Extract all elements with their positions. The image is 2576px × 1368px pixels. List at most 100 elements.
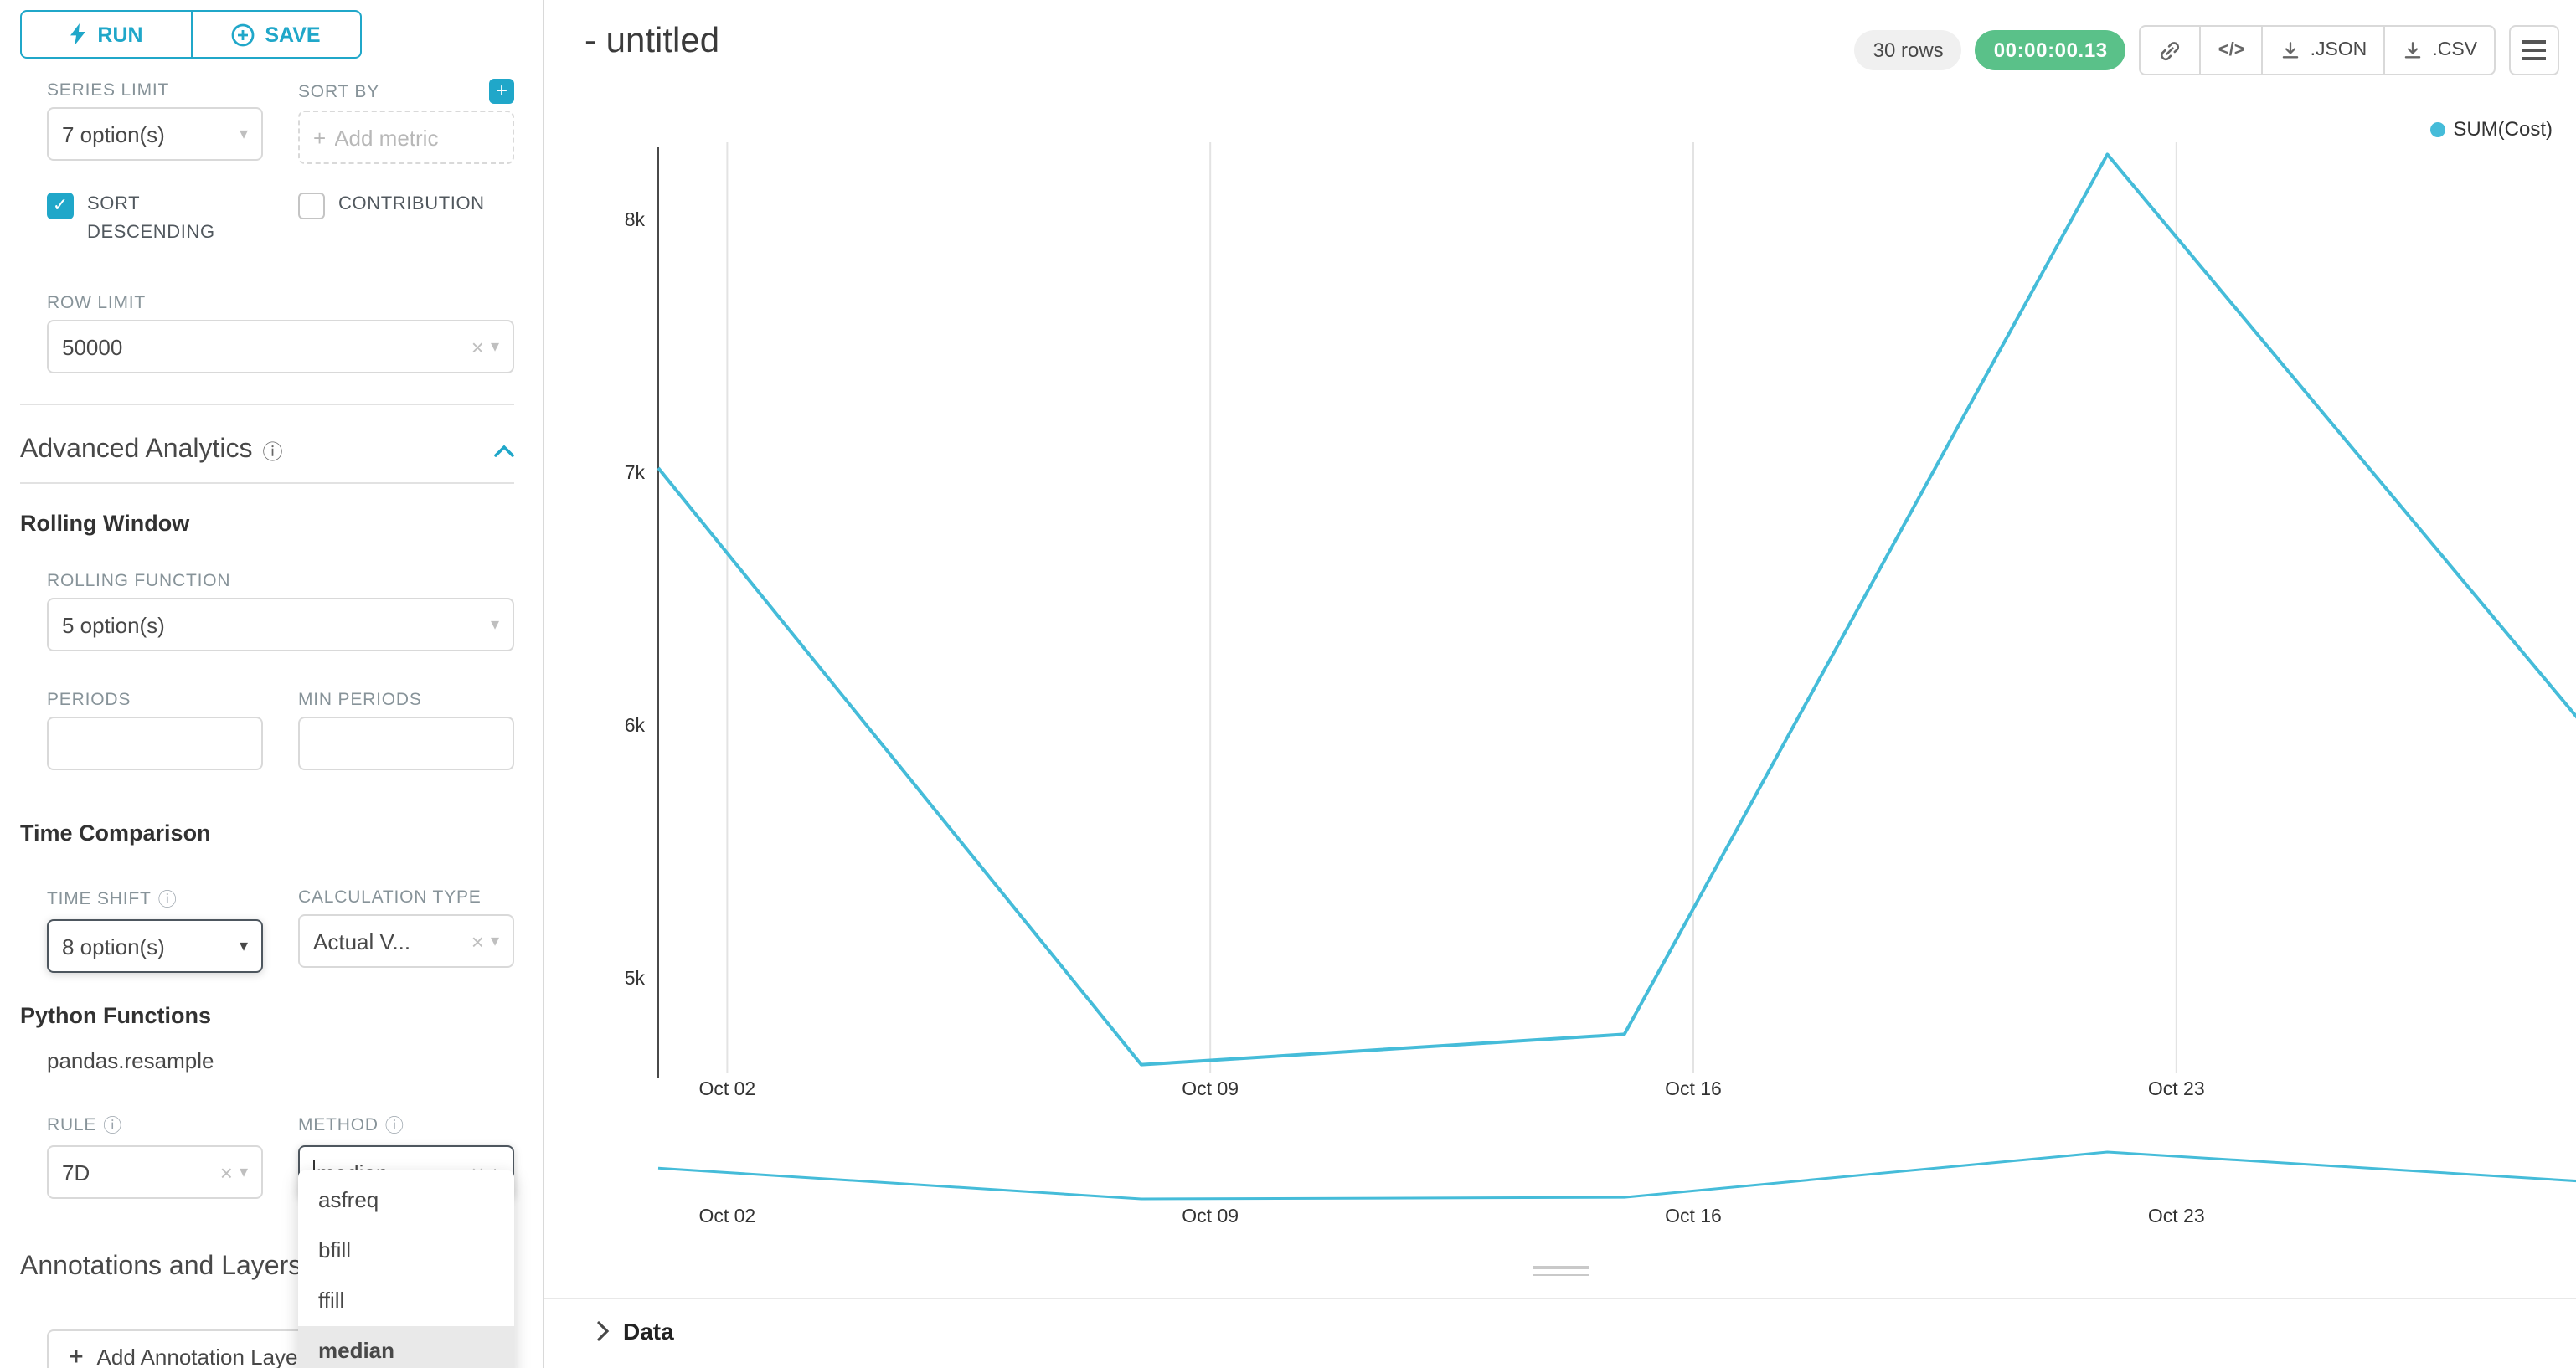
rule-label: RULE: [47, 1115, 97, 1136]
copy-link-button[interactable]: [2141, 27, 2200, 74]
data-panel: Data: [544, 1298, 2576, 1368]
info-icon: ⓘ: [262, 440, 283, 464]
export-json-button[interactable]: .JSON: [2261, 27, 2384, 74]
checkbox-unchecked-icon: [298, 193, 325, 219]
rolling-function-select[interactable]: 5 option(s) ▾: [47, 598, 514, 652]
method-dropdown-menu: asfreq bfill ffill median: [298, 1170, 514, 1368]
run-button[interactable]: RUN: [20, 10, 192, 59]
advanced-analytics-title: Advanced Analytics: [20, 435, 253, 465]
chart-menu-button[interactable]: [2509, 25, 2559, 75]
export-csv-button[interactable]: .CSV: [2383, 27, 2494, 74]
pandas-resample-label: pandas.resample: [47, 1048, 214, 1074]
chart-header-actions: 30 rows 00:00:00.13 </> .JSON .CSV: [1854, 25, 2559, 75]
row-count-badge: 30 rows: [1854, 30, 1962, 70]
contribution-checkbox[interactable]: CONTRIBUTION: [298, 191, 514, 248]
method-option-asfreq[interactable]: asfreq: [318, 1187, 379, 1213]
chevron-right-icon: [597, 1321, 610, 1341]
method-option-bfill[interactable]: bfill: [318, 1237, 352, 1263]
sort-by-add-metric[interactable]: + Add metric: [298, 111, 514, 164]
info-icon: ⓘ: [157, 891, 178, 912]
chevron-down-icon: ▾: [490, 932, 499, 951]
embed-code-button[interactable]: </>: [2199, 27, 2262, 74]
time-shift-value: 8 option(s): [62, 933, 165, 959]
link-icon: [2161, 41, 2180, 60]
calculation-type-select[interactable]: Actual V... × ▾: [298, 914, 514, 969]
chevron-down-icon: ▾: [490, 337, 499, 357]
chevron-down-icon: ▾: [239, 937, 248, 956]
contribution-label: CONTRIBUTION: [338, 194, 485, 214]
save-icon: [231, 23, 255, 46]
info-icon: ⓘ: [103, 1117, 123, 1138]
rolling-function-value: 5 option(s): [62, 612, 165, 638]
info-icon: ⓘ: [384, 1117, 404, 1138]
main-line-series: [657, 152, 2576, 1067]
row-limit-value: 50000: [62, 334, 123, 360]
data-panel-toggle[interactable]: Data: [596, 1318, 2576, 1345]
time-shift-label: TIME SHIFT: [47, 889, 152, 910]
plus-icon: +: [69, 1342, 84, 1368]
save-button-label: SAVE: [265, 23, 321, 46]
csv-button-label: .CSV: [2432, 40, 2477, 60]
time-comparison-title: Time Comparison: [20, 820, 211, 846]
rolling-function-label: ROLLING FUNCTION: [47, 570, 231, 591]
code-icon: </>: [2218, 40, 2245, 60]
section-divider: [20, 404, 514, 406]
lightning-icon: [70, 23, 86, 45]
export-button-group: </> .JSON .CSV: [2139, 25, 2496, 75]
line-chart-canvas: [657, 142, 2576, 1201]
min-periods-label: MIN PERIODS: [298, 689, 422, 710]
checkbox-checked-icon: ✓: [47, 193, 74, 219]
sort-descending-label: SORT DESCENDING: [87, 194, 215, 244]
add-annotation-label: Add Annotation Layer: [96, 1344, 306, 1368]
query-timer-badge: 00:00:00.13: [1975, 30, 2126, 70]
sort-descending-checkbox[interactable]: ✓ SORT DESCENDING: [47, 191, 263, 248]
series-limit-select[interactable]: 7 option(s) ▾: [47, 107, 263, 161]
periods-label: PERIODS: [47, 689, 131, 710]
sort-by-label: SORT BY: [298, 81, 380, 101]
clear-icon[interactable]: ×: [471, 334, 484, 360]
python-functions-title: Python Functions: [20, 1003, 211, 1029]
method-option-ffill[interactable]: ffill: [318, 1288, 345, 1314]
chevron-up-icon[interactable]: [494, 444, 514, 457]
clear-icon[interactable]: ×: [219, 1160, 233, 1185]
plus-icon: +: [313, 125, 327, 150]
rule-select[interactable]: 7D × ▾: [47, 1145, 263, 1200]
chart-title: - untitled: [585, 22, 720, 60]
clear-icon[interactable]: ×: [471, 928, 484, 954]
add-sort-metric-button[interactable]: +: [489, 79, 514, 104]
calculation-type-label: CALCULATION TYPE: [298, 887, 482, 908]
chevron-down-icon: ▾: [239, 1163, 248, 1182]
mini-line-series: [657, 1150, 2576, 1201]
data-panel-title: Data: [623, 1318, 674, 1345]
advanced-analytics-header[interactable]: Advanced Analytics ⓘ: [20, 435, 514, 485]
annotations-layers-title: Annotations and Layers: [20, 1252, 302, 1282]
chevron-down-icon: ▾: [239, 125, 248, 143]
control-panel-sidebar: RUN SAVE SERIES LIMIT 7 option(s) ▾: [0, 0, 544, 1368]
min-periods-input[interactable]: [298, 717, 514, 771]
rolling-window-title: Rolling Window: [20, 511, 190, 537]
hamburger-icon: [2522, 40, 2546, 44]
series-limit-label: SERIES LIMIT: [47, 80, 170, 100]
run-button-label: RUN: [97, 23, 143, 46]
json-button-label: .JSON: [2310, 40, 2367, 60]
method-label: METHOD: [298, 1115, 379, 1136]
run-save-button-group: RUN SAVE: [20, 10, 362, 59]
periods-input[interactable]: [47, 717, 263, 771]
download-icon: [2405, 41, 2421, 58]
row-limit-select[interactable]: 50000 × ▾: [47, 320, 514, 374]
rule-value: 7D: [62, 1160, 90, 1185]
save-button[interactable]: SAVE: [192, 10, 362, 59]
series-limit-value: 7 option(s): [62, 121, 165, 147]
time-shift-select[interactable]: 8 option(s) ▾: [47, 919, 263, 974]
chevron-down-icon: ▾: [490, 615, 499, 635]
chart-main-panel: - untitled 30 rows 00:00:00.13 </> .JSON…: [544, 0, 2576, 1368]
legend-item-sum-cost[interactable]: SUM(Cost): [2429, 117, 2553, 141]
download-icon: [2283, 41, 2299, 58]
method-option-median[interactable]: median: [298, 1326, 514, 1368]
row-limit-label: ROW LIMIT: [47, 292, 147, 313]
calculation-type-value: Actual V...: [313, 928, 411, 954]
legend-label: SUM(Cost): [2453, 117, 2553, 141]
panel-resize-handle[interactable]: [1532, 1266, 1589, 1281]
sort-by-placeholder: Add metric: [334, 125, 439, 150]
